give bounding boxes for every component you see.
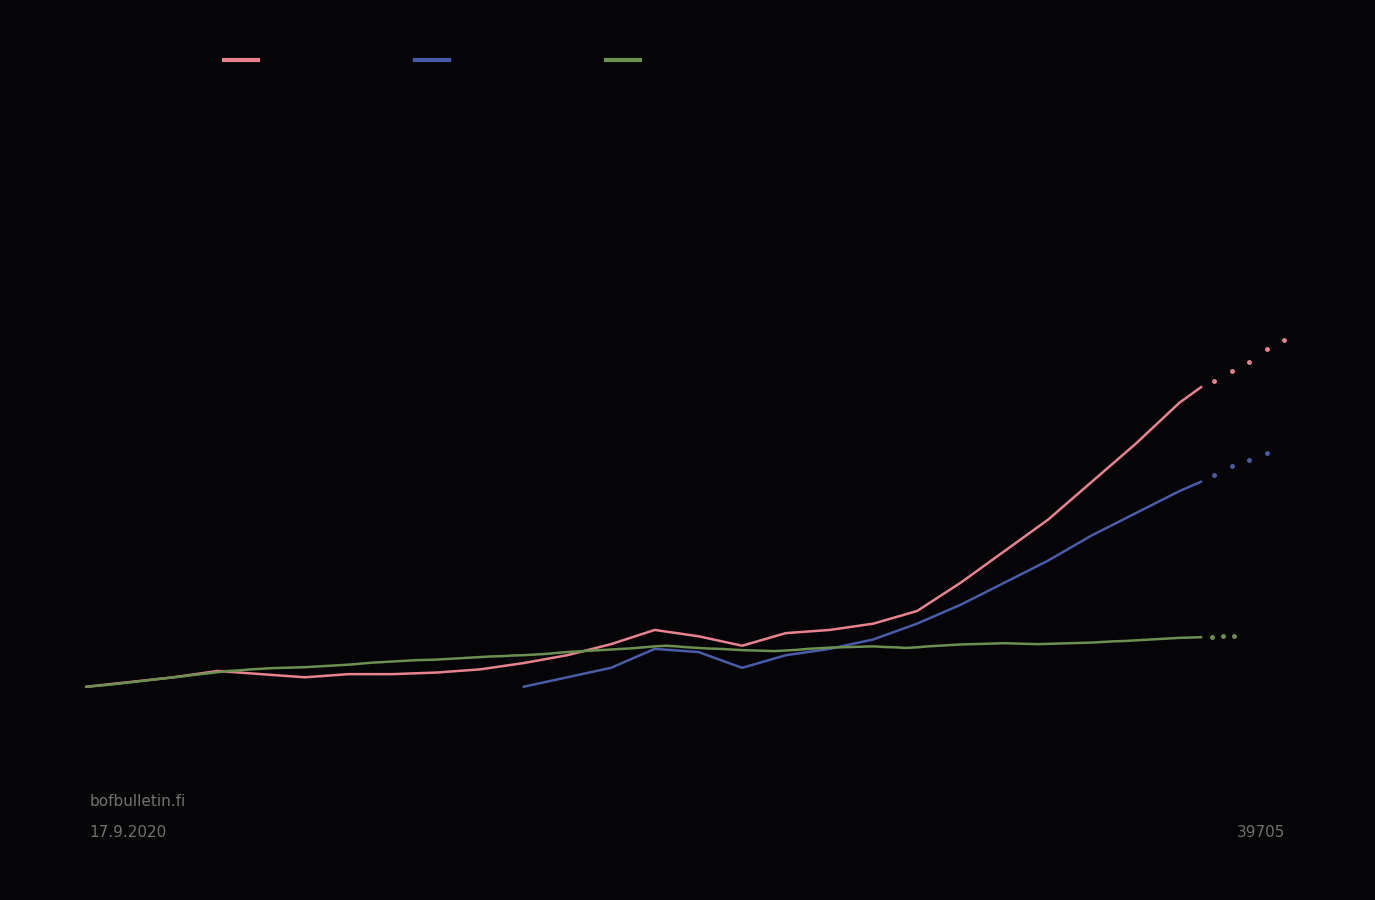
Text: 17.9.2020: 17.9.2020 xyxy=(89,825,166,840)
Text: 39705: 39705 xyxy=(1238,825,1286,840)
Legend: , , : , , xyxy=(217,48,650,75)
Text: bofbulletin.fi: bofbulletin.fi xyxy=(89,794,186,808)
